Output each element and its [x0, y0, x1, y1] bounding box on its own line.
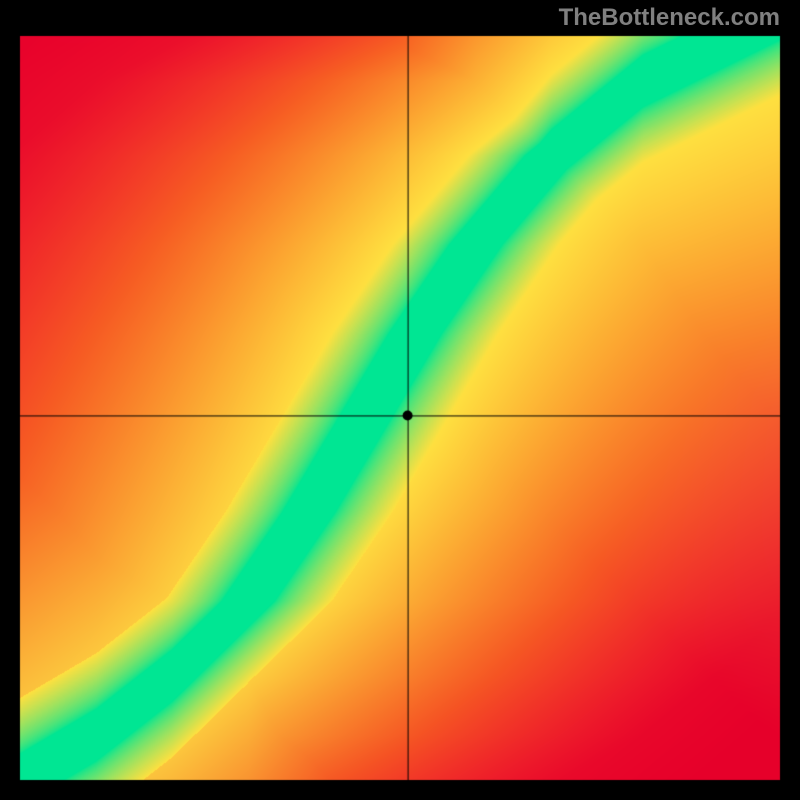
- heatmap-canvas: [0, 0, 800, 800]
- chart-container: TheBottleneck.com: [0, 0, 800, 800]
- watermark-text: TheBottleneck.com: [559, 4, 780, 32]
